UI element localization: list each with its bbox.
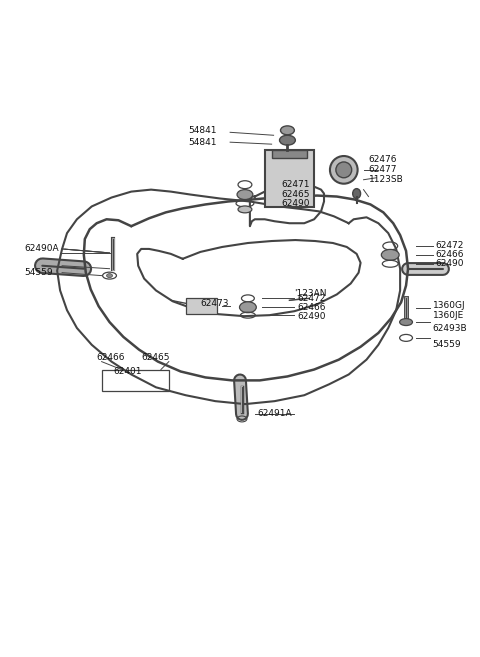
Text: 62493B: 62493B bbox=[433, 323, 468, 332]
Text: 62490: 62490 bbox=[281, 199, 310, 208]
Text: 1360GJ: 1360GJ bbox=[433, 301, 466, 309]
Text: 62471: 62471 bbox=[281, 180, 310, 189]
Bar bbox=[102, 369, 169, 392]
Text: 62472: 62472 bbox=[297, 294, 326, 303]
Text: 54841: 54841 bbox=[189, 138, 217, 147]
Text: '123AN: '123AN bbox=[294, 289, 327, 298]
Text: 62472: 62472 bbox=[436, 242, 464, 250]
Ellipse shape bbox=[279, 135, 295, 145]
Text: 62490A: 62490A bbox=[24, 244, 59, 254]
Ellipse shape bbox=[237, 190, 253, 200]
Bar bbox=[272, 150, 307, 158]
Text: 62466: 62466 bbox=[436, 250, 464, 260]
Ellipse shape bbox=[400, 319, 412, 325]
Text: 54559: 54559 bbox=[24, 268, 53, 277]
Ellipse shape bbox=[330, 156, 358, 184]
Bar bbox=[186, 298, 217, 314]
Ellipse shape bbox=[240, 302, 256, 313]
Text: 62465: 62465 bbox=[281, 190, 310, 199]
Text: 62476: 62476 bbox=[369, 156, 397, 164]
Ellipse shape bbox=[280, 126, 294, 135]
Text: 62465: 62465 bbox=[141, 353, 169, 362]
Ellipse shape bbox=[353, 189, 360, 198]
Text: 1123SB: 1123SB bbox=[369, 175, 403, 184]
Text: 62466: 62466 bbox=[297, 303, 326, 312]
Text: 62477: 62477 bbox=[369, 166, 397, 174]
Text: 62490: 62490 bbox=[297, 311, 326, 321]
Text: 54559: 54559 bbox=[433, 340, 461, 350]
Text: 62466: 62466 bbox=[96, 353, 125, 362]
Text: 54841: 54841 bbox=[189, 126, 217, 135]
Text: 62473: 62473 bbox=[201, 299, 229, 307]
Text: 62490: 62490 bbox=[436, 260, 464, 268]
Text: 62401: 62401 bbox=[113, 367, 142, 376]
Ellipse shape bbox=[107, 274, 112, 278]
Ellipse shape bbox=[381, 250, 399, 260]
Ellipse shape bbox=[336, 162, 352, 178]
Text: 62491A: 62491A bbox=[258, 409, 292, 419]
Text: 1360JE: 1360JE bbox=[433, 311, 464, 320]
Ellipse shape bbox=[238, 206, 252, 213]
Bar bbox=[264, 150, 314, 208]
